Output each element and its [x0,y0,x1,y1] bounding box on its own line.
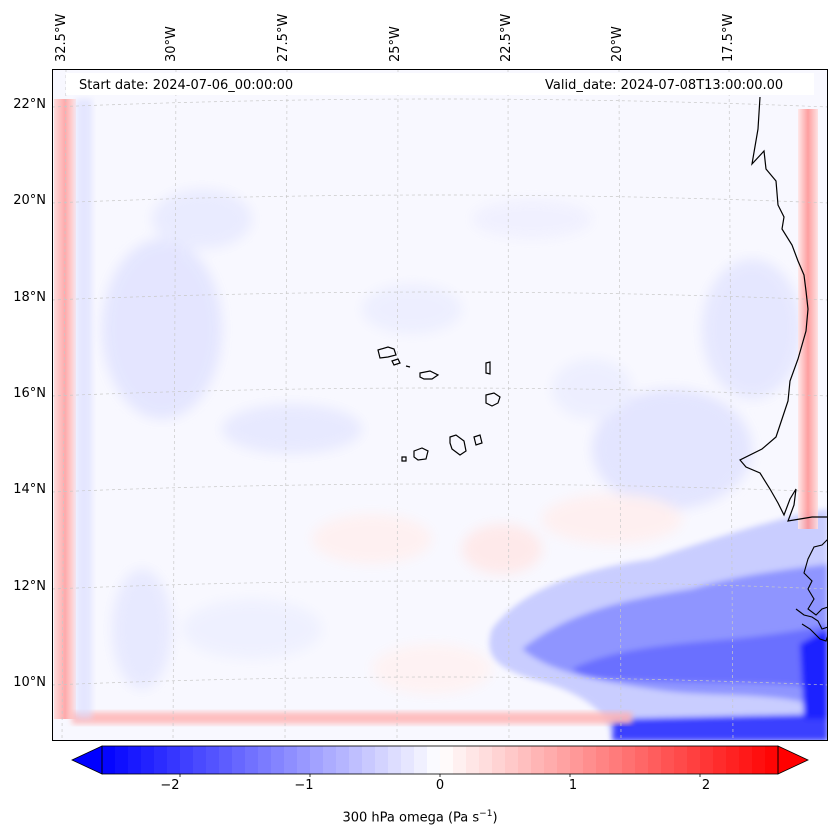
colorbar-cell [492,746,506,774]
colorbar-cell [544,746,558,774]
colorbar-cell [479,746,493,774]
colorbar-cell [362,746,376,774]
header-strip [66,73,814,95]
colorbar-cells [102,746,779,774]
colorbar-cell [271,746,285,774]
colorbar-cell [323,746,337,774]
colorbar-cell [141,746,155,774]
colorbar-cell [583,746,597,774]
colorbar-cell [154,746,168,774]
colorbar-label: 300 hPa omega (Pa s−1) [300,806,540,826]
lon-label-22-5w: 22.5°W [499,13,514,62]
colorbar-cell [284,746,298,774]
omega-shading-ascent [489,509,828,741]
omega-shading-weak [102,189,802,694]
colorbar-cell [726,746,740,774]
colorbar-cell [648,746,662,774]
africa-coastline [739,96,828,522]
lat-label-14n: 14°N [13,482,46,497]
colorbar-cell [687,746,701,774]
colorbar-cell [414,746,428,774]
colorbar-cell [206,746,220,774]
lat-label-18n: 18°N [13,290,46,305]
colorbar-label-main: 300 hPa omega (Pa s [342,810,480,826]
colorbar-cell [466,746,480,774]
colorbar-cell [427,746,441,774]
colorbar-cell [635,746,649,774]
colorbar-cell [505,746,519,774]
right-edge-band [798,109,818,529]
colorbar-cell [336,746,350,774]
colorbar-cell [752,746,766,774]
colorbar-cell [193,746,207,774]
lat-label-20n: 20°N [13,193,46,208]
lon-label-20w: 20°W [610,26,625,62]
colorbar-cell [258,746,272,774]
colorbar-cell [570,746,584,774]
colorbar-cell [596,746,610,774]
lat-label-16n: 16°N [13,386,46,401]
valid-date-text: Valid_date: 2024-07-08T13:00:00.00 [545,78,784,93]
colorbar-cell [167,746,181,774]
colorbar-cell [674,746,688,774]
colorbar-cell [440,746,454,774]
colorbar-cell [102,746,116,774]
colorbar-cell [245,746,259,774]
colorbar-tick-1: 1 [568,778,578,793]
colorbar-label-end: ) [492,810,498,826]
colorbar-cell [700,746,714,774]
start-date-text: Start date: 2024-07-06_00:00:00 [79,78,294,93]
lat-label-10n: 10°N [13,675,46,690]
colorbar-cell [375,746,389,774]
colorbar-cell [180,746,194,774]
colorbar-cell [661,746,675,774]
colorbar-tick-2: 2 [701,778,711,793]
colorbar-cell [219,746,233,774]
colorbar-tick-neg1: −1 [294,778,314,793]
lon-label-17-5w: 17.5°W [721,13,736,62]
lon-label-25w: 25°W [388,26,403,62]
lon-label-32-5w: 32.5°W [54,13,69,62]
left-edge-band [54,99,76,719]
colorbar-cell [765,746,779,774]
colorbar-tick-marks [179,774,701,777]
bottom-edge-band [72,712,632,724]
colorbar-cell [128,746,142,774]
colorbar-cell [349,746,363,774]
cape-verde-islands [377,346,501,462]
colorbar-extend-high [777,745,809,775]
colorbar-tick-0: 0 [435,778,445,793]
map-frame [52,69,828,741]
colorbar-label-sup: −1 [479,809,493,819]
lon-label-27-5w: 27.5°W [276,13,291,62]
graticule [52,69,828,741]
map-panel [52,69,828,741]
colorbar-extend-low [71,745,103,775]
colorbar-cell [401,746,415,774]
colorbar-cell [739,746,753,774]
colorbar [71,745,809,777]
colorbar-cell [453,746,467,774]
colorbar-cell [557,746,571,774]
lat-label-22n: 22°N [13,97,46,112]
colorbar-cell [713,746,727,774]
colorbar-cell [622,746,636,774]
lat-label-12n: 12°N [13,579,46,594]
colorbar-tick-neg2: −2 [160,778,180,793]
colorbar-cell [310,746,324,774]
colorbar-cell [531,746,545,774]
colorbar-cell [388,746,402,774]
colorbar-cell [518,746,532,774]
lon-label-30w: 30°W [164,26,179,62]
colorbar-cell [297,746,311,774]
colorbar-cell [115,746,129,774]
colorbar-cell [609,746,623,774]
colorbar-cell [232,746,246,774]
